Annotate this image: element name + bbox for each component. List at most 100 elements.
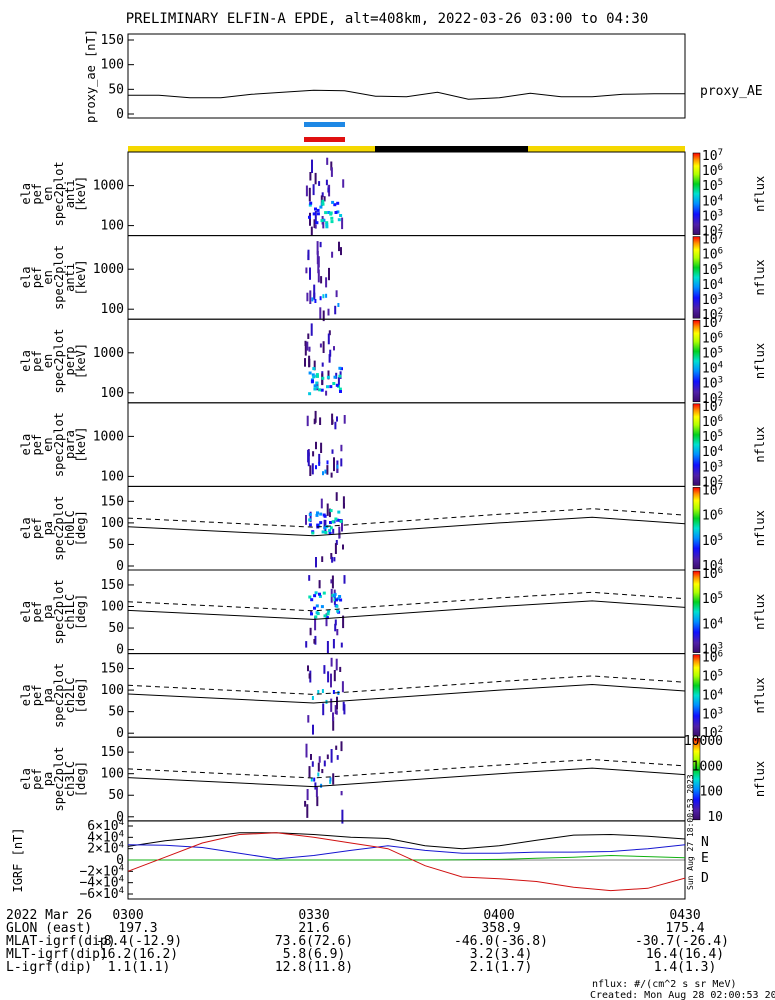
flux-core-cell — [331, 200, 335, 204]
ephemeris-label-date: 2022 Mar 26 — [6, 908, 92, 923]
flux-streak — [323, 196, 326, 202]
ephem-mlat-2: -46.0(-36.8) — [454, 934, 548, 949]
colorbar-tick-label: 106 — [702, 508, 723, 524]
colorbar-tick-label: 106 — [702, 247, 723, 263]
flux-core-cell — [329, 779, 332, 784]
flux-core-cell — [319, 512, 323, 516]
proxy-ae-panel: 0 50 100 150 proxy_ae [nT] proxy_AE — [84, 29, 763, 123]
flux-streak — [310, 226, 313, 236]
flux-streak — [307, 333, 310, 339]
flux-streak — [312, 724, 314, 735]
ephem-mlt-3: 16.4(16.4) — [646, 947, 724, 962]
flux-core-cell — [333, 375, 337, 379]
flux-core-cell — [320, 605, 324, 609]
flux-streak — [343, 503, 345, 509]
flux-core-cell — [320, 219, 324, 223]
flux-streak — [326, 465, 329, 475]
flux-streak — [335, 745, 338, 750]
flux-core-cell — [335, 598, 338, 602]
flux-streak — [334, 305, 337, 315]
flux-core-cell — [315, 373, 319, 377]
flux-streak — [306, 789, 309, 801]
flux-streak — [304, 800, 307, 807]
colorbar-tick-label: 104 — [702, 361, 723, 377]
ephem-mlt-0: 16.2(16.2) — [100, 947, 178, 962]
panel-ylabel-line: spec2plot — [52, 245, 66, 310]
flux-streak — [329, 349, 332, 357]
flux-streak — [315, 557, 317, 568]
flux-core-cell — [323, 526, 327, 530]
panel-ylabel-line: [keV] — [74, 259, 88, 295]
panel-colorbar — [692, 319, 701, 403]
flux-core-cell — [327, 211, 331, 214]
igrf-ytick-label: −6×104 — [79, 886, 124, 902]
flux-streak — [333, 346, 335, 351]
flux-core-cell — [335, 383, 339, 387]
panel-ylabel-line: pef — [30, 768, 44, 790]
flux-core-cell — [334, 517, 338, 521]
flux-core-cell — [308, 518, 312, 522]
flux-core-cell — [333, 203, 337, 207]
flux-streak — [332, 717, 335, 731]
panel-ylabel-line: pef — [30, 350, 44, 372]
panel-ytick-label: 100 — [101, 219, 124, 234]
colorbar-label: nflux — [753, 677, 767, 713]
panel-ylabel-line: anti — [63, 263, 77, 292]
colorbar-label: nflux — [753, 510, 767, 546]
flux-core-cell — [316, 208, 320, 212]
flux-streak — [321, 362, 324, 367]
flux-core-cell — [338, 366, 342, 370]
flux-streak — [336, 416, 338, 422]
panel-frame — [127, 151, 686, 237]
flux-streak — [341, 681, 344, 693]
flux-streak — [309, 290, 312, 304]
panel-frame — [127, 402, 686, 487]
panel-ylabel-line: spec2plot — [52, 328, 66, 393]
panel-ytick-label: 100 — [101, 516, 124, 531]
flux-streak — [305, 515, 307, 525]
flux-streak — [320, 498, 323, 509]
flux-core-cell — [316, 511, 319, 515]
flux-streak — [327, 671, 330, 683]
flux-streak — [318, 580, 321, 589]
panel-ytick-label: 0 — [116, 810, 124, 825]
flux-streak — [332, 528, 335, 534]
panel-colorbar — [692, 152, 701, 235]
panel-ylabel-line: ela — [19, 183, 33, 205]
flux-core-cell — [325, 293, 328, 298]
flux-core-cell — [339, 598, 343, 602]
flux-streak — [309, 267, 311, 280]
flux-streak — [322, 310, 325, 322]
colorbar-tick-label: 10000 — [684, 734, 723, 749]
flux-streak — [336, 629, 339, 636]
flux-streak — [322, 703, 325, 716]
panel-ylabel-line: para — [63, 430, 77, 459]
flux-streak — [321, 192, 324, 198]
ephem-time-2: 0400 — [483, 908, 514, 923]
igrf-legend-e: E — [701, 851, 709, 866]
colorbar-tick-label: 104 — [702, 687, 723, 703]
flux-streak — [330, 698, 333, 712]
flux-streak — [320, 442, 323, 453]
flux-streak — [330, 553, 333, 560]
panel-ytick-label: 1000 — [93, 429, 124, 444]
panel-frame — [127, 736, 686, 822]
panel-ylabel-line: pef — [30, 517, 44, 539]
flux-streak — [333, 557, 336, 562]
flux-core-cell — [309, 201, 313, 205]
flux-core-cell — [321, 202, 325, 206]
colorbar-tick-label: 103 — [702, 376, 723, 392]
flux-core-cell — [308, 595, 312, 599]
flux-core-cell — [329, 777, 332, 782]
flux-streak — [315, 786, 318, 797]
panel-ytick-label: 150 — [101, 578, 124, 593]
panel-ylabel-line: [deg] — [74, 594, 88, 630]
panel-ylabel-line: [deg] — [74, 677, 88, 713]
flux-core-cell — [331, 520, 335, 524]
panel-frame — [127, 485, 686, 571]
flux-streak — [322, 218, 325, 229]
flux-core-cell — [315, 221, 319, 225]
flux-core-cell — [340, 367, 343, 371]
panel-ytick-label: 0 — [116, 559, 124, 574]
